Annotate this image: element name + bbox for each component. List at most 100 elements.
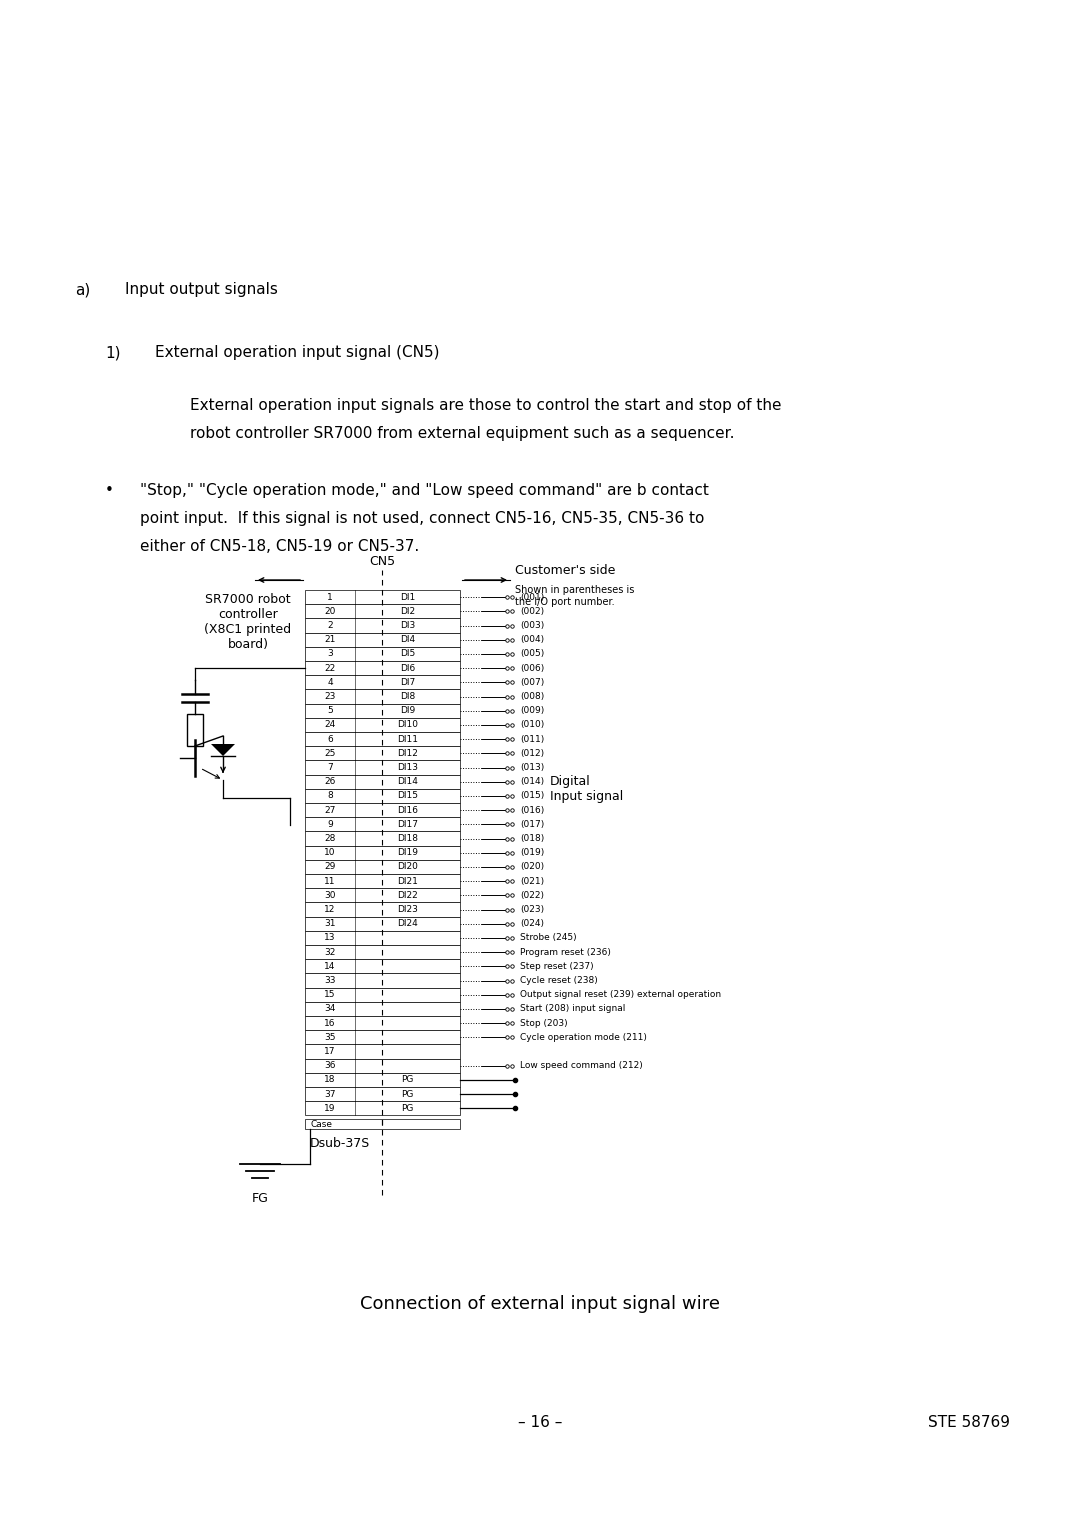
- Text: DI11: DI11: [397, 735, 418, 744]
- Text: 25: 25: [324, 749, 336, 758]
- Text: 34: 34: [324, 1004, 336, 1013]
- Text: Case: Case: [310, 1120, 332, 1129]
- Text: 27: 27: [324, 805, 336, 814]
- Text: 8: 8: [327, 792, 333, 801]
- Bar: [305, 903, 460, 917]
- Text: 35: 35: [324, 1033, 336, 1042]
- Text: (004): (004): [519, 636, 544, 645]
- Text: 4: 4: [327, 678, 333, 686]
- Text: 6: 6: [327, 735, 333, 744]
- Bar: [305, 944, 460, 960]
- Text: 29: 29: [324, 862, 336, 871]
- Bar: [305, 788, 460, 804]
- Text: DI7: DI7: [400, 678, 415, 686]
- Text: DI12: DI12: [397, 749, 418, 758]
- Text: DI13: DI13: [397, 762, 418, 772]
- Bar: [305, 960, 460, 973]
- Text: DI21: DI21: [397, 877, 418, 886]
- Bar: [305, 1016, 460, 1030]
- Bar: [305, 633, 460, 646]
- Text: Strobe (245): Strobe (245): [519, 934, 577, 943]
- Text: SR7000 robot
controller: SR7000 robot controller: [205, 593, 291, 620]
- Text: (001): (001): [519, 593, 544, 602]
- Text: "Stop," "Cycle operation mode," and "Low speed command" are b contact: "Stop," "Cycle operation mode," and "Low…: [140, 483, 708, 498]
- Polygon shape: [211, 744, 235, 756]
- Text: (017): (017): [519, 821, 544, 828]
- Text: 1: 1: [327, 593, 333, 602]
- Bar: [305, 1059, 460, 1073]
- Text: 20: 20: [324, 607, 336, 616]
- Text: (023): (023): [519, 905, 544, 914]
- Text: 2: 2: [327, 620, 333, 630]
- Text: (021): (021): [519, 877, 544, 886]
- Text: (012): (012): [519, 749, 544, 758]
- Bar: [305, 689, 460, 703]
- Text: (009): (009): [519, 706, 544, 715]
- Text: robot controller SR7000 from external equipment such as a sequencer.: robot controller SR7000 from external eq…: [190, 426, 734, 442]
- Bar: [305, 590, 460, 604]
- Bar: [305, 675, 460, 689]
- Bar: [305, 703, 460, 718]
- Text: Input output signals: Input output signals: [125, 283, 278, 296]
- Text: 23: 23: [324, 692, 336, 701]
- Text: DI4: DI4: [400, 636, 415, 645]
- Text: DI24: DI24: [397, 920, 418, 927]
- Bar: [305, 1073, 460, 1086]
- Bar: [305, 973, 460, 987]
- Text: DI18: DI18: [397, 834, 418, 843]
- Text: a): a): [75, 283, 91, 296]
- Text: PG: PG: [402, 1103, 414, 1112]
- Text: PG: PG: [402, 1076, 414, 1085]
- Text: (019): (019): [519, 848, 544, 857]
- Text: Low speed command (212): Low speed command (212): [519, 1062, 643, 1070]
- Text: 33: 33: [324, 976, 336, 986]
- Text: DI14: DI14: [397, 778, 418, 787]
- Text: DI20: DI20: [397, 862, 418, 871]
- Text: (013): (013): [519, 762, 544, 772]
- Text: Step reset (237): Step reset (237): [519, 961, 594, 970]
- Text: (008): (008): [519, 692, 544, 701]
- Bar: [187, 714, 203, 746]
- Text: Cycle operation mode (211): Cycle operation mode (211): [519, 1033, 647, 1042]
- Text: Cycle reset (238): Cycle reset (238): [519, 976, 597, 986]
- Bar: [305, 804, 460, 817]
- Text: 37: 37: [324, 1089, 336, 1099]
- Bar: [305, 761, 460, 775]
- Text: DI2: DI2: [400, 607, 415, 616]
- Bar: [305, 931, 460, 944]
- Text: DI16: DI16: [397, 805, 418, 814]
- Text: (015): (015): [519, 792, 544, 801]
- Bar: [305, 646, 460, 662]
- Text: 18: 18: [324, 1076, 336, 1085]
- Bar: [305, 845, 460, 860]
- Bar: [305, 746, 460, 761]
- Text: Program reset (236): Program reset (236): [519, 947, 611, 957]
- Text: 28: 28: [324, 834, 336, 843]
- Text: (006): (006): [519, 663, 544, 672]
- Text: 26: 26: [324, 778, 336, 787]
- Bar: [305, 662, 460, 675]
- Text: 1): 1): [105, 345, 121, 361]
- Bar: [305, 619, 460, 633]
- Text: DI10: DI10: [397, 720, 418, 729]
- Bar: [305, 817, 460, 831]
- Text: •: •: [105, 483, 113, 498]
- Text: PG: PG: [402, 1089, 414, 1099]
- Text: (022): (022): [519, 891, 544, 900]
- Text: 12: 12: [324, 905, 336, 914]
- Text: Stop (203): Stop (203): [519, 1019, 568, 1028]
- Text: 24: 24: [324, 720, 336, 729]
- Text: (020): (020): [519, 862, 544, 871]
- Text: Dsub-37S: Dsub-37S: [310, 1137, 370, 1151]
- Bar: [305, 604, 460, 619]
- Text: point input.  If this signal is not used, connect CN5-16, CN5-35, CN5-36 to: point input. If this signal is not used,…: [140, 510, 704, 526]
- Text: DI3: DI3: [400, 620, 415, 630]
- Text: Connection of external input signal wire: Connection of external input signal wire: [360, 1296, 720, 1313]
- Bar: [305, 1102, 460, 1115]
- Text: either of CN5-18, CN5-19 or CN5-37.: either of CN5-18, CN5-19 or CN5-37.: [140, 539, 419, 555]
- Text: 14: 14: [324, 961, 336, 970]
- Bar: [305, 888, 460, 903]
- Text: 30: 30: [324, 891, 336, 900]
- Text: 17: 17: [324, 1047, 336, 1056]
- Text: Start (208) input signal: Start (208) input signal: [519, 1004, 625, 1013]
